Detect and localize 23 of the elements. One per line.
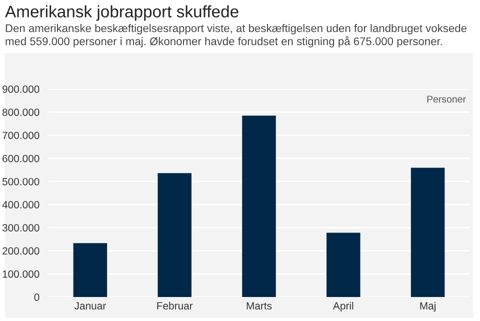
chart-subtitle: Den amerikanske beskæftigelsesrapport viste, at beskæftigelsen uden for landbruget voksede med 559.000 personer i maj. Økonomer havde forudset en stigning på 675.000 personer. <box>6 24 466 48</box>
bar <box>73 243 108 297</box>
y-axis-title: Personer <box>427 96 466 103</box>
y-tick-label: 600.000 <box>2 154 40 162</box>
bar <box>410 168 445 297</box>
x-tick-label: Januar <box>74 302 106 310</box>
y-tick-label: 700.000 <box>2 132 40 140</box>
y-tick-label: 300.000 <box>2 224 40 232</box>
x-tick-label: Maj <box>420 302 436 312</box>
bar <box>242 116 276 297</box>
y-tick-label: 900.000 <box>2 86 40 93</box>
x-tick-label: April <box>333 302 354 312</box>
bar <box>158 173 192 297</box>
x-tick-label: Marts <box>246 302 272 310</box>
chart-title: Amerikansk jobrapport skuffede <box>5 5 238 21</box>
bar <box>326 232 360 297</box>
y-tick-label: 200.000 <box>2 247 40 255</box>
y-tick-label: 400.000 <box>2 201 40 208</box>
y-tick-label: 0 <box>34 294 40 301</box>
y-tick-label: 500.000 <box>2 178 40 186</box>
y-tick-label: 100.000 <box>2 270 40 278</box>
y-tick-label: 800.000 <box>2 108 40 116</box>
x-tick-label: Februar <box>157 302 193 310</box>
